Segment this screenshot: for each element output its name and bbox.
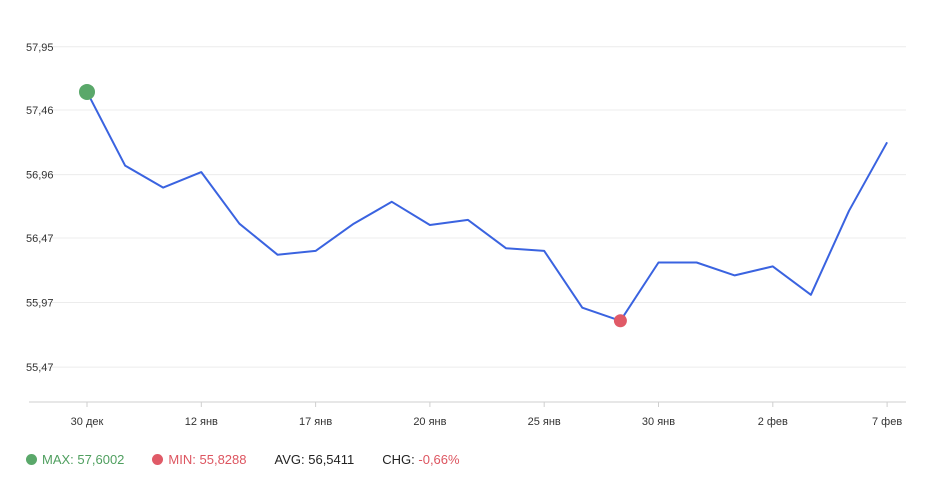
- extreme-markers: [79, 83, 627, 328]
- avg-label: AVG:: [274, 452, 305, 467]
- chg-label: CHG:: [382, 452, 415, 467]
- x-tick-label: 30 дек: [71, 416, 104, 428]
- y-tick-label: 55,47: [26, 362, 54, 374]
- y-tick-label: 57,46: [26, 105, 54, 117]
- chg-value: -0,66%: [418, 452, 460, 467]
- min-label: MIN:: [168, 452, 196, 467]
- min-marker: [613, 314, 627, 328]
- x-tick-label: 7 фев: [872, 416, 902, 428]
- x-tick-label: 12 янв: [185, 416, 218, 428]
- max-value: 57,6002: [77, 452, 125, 467]
- stat-avg: AVG: 56,5411: [275, 452, 355, 467]
- y-tick-label: 56,47: [26, 233, 54, 245]
- y-tick-label: 56,96: [26, 170, 54, 182]
- x-tick-label: 17 янв: [299, 416, 332, 428]
- min-dot-icon: [152, 454, 164, 465]
- y-tick-label: 55,97: [26, 298, 54, 310]
- line-chart: 57,95 57,46 56,96 56,47 55,97 55,47 30 дек 12 …: [26, 42, 906, 428]
- x-tick-label: 2 фев: [758, 416, 788, 428]
- series-line: [86, 91, 888, 322]
- avg-value: 56,5411: [308, 452, 355, 467]
- x-tick-label: 25 янв: [528, 416, 561, 428]
- y-tick-label: 57,95: [26, 42, 54, 54]
- y-axis-ticks: 57,95 57,46 56,96 56,47 55,97 55,47: [26, 42, 54, 374]
- x-axis-ticks: 30 дек 12 янв 17 янв 20 янв 25 янв 30 янв 2 фе…: [71, 402, 902, 428]
- stat-min: MIN: 55,8288: [152, 452, 247, 467]
- stat-max: MAX: 57,6002: [26, 452, 124, 467]
- max-label: MAX:: [42, 452, 74, 467]
- min-value: 55,8288: [199, 452, 247, 467]
- x-tick-label: 20 янв: [413, 416, 446, 428]
- max-marker: [79, 83, 95, 100]
- x-tick-label: 30 янв: [642, 416, 675, 428]
- stat-chg: CHG: -0,66%: [382, 452, 459, 467]
- stats-bar: MAX: 57,6002 MIN: 55,8288 AVG: 56,5411 C…: [26, 452, 488, 467]
- max-dot-icon: [26, 454, 37, 465]
- gridlines: [29, 46, 906, 368]
